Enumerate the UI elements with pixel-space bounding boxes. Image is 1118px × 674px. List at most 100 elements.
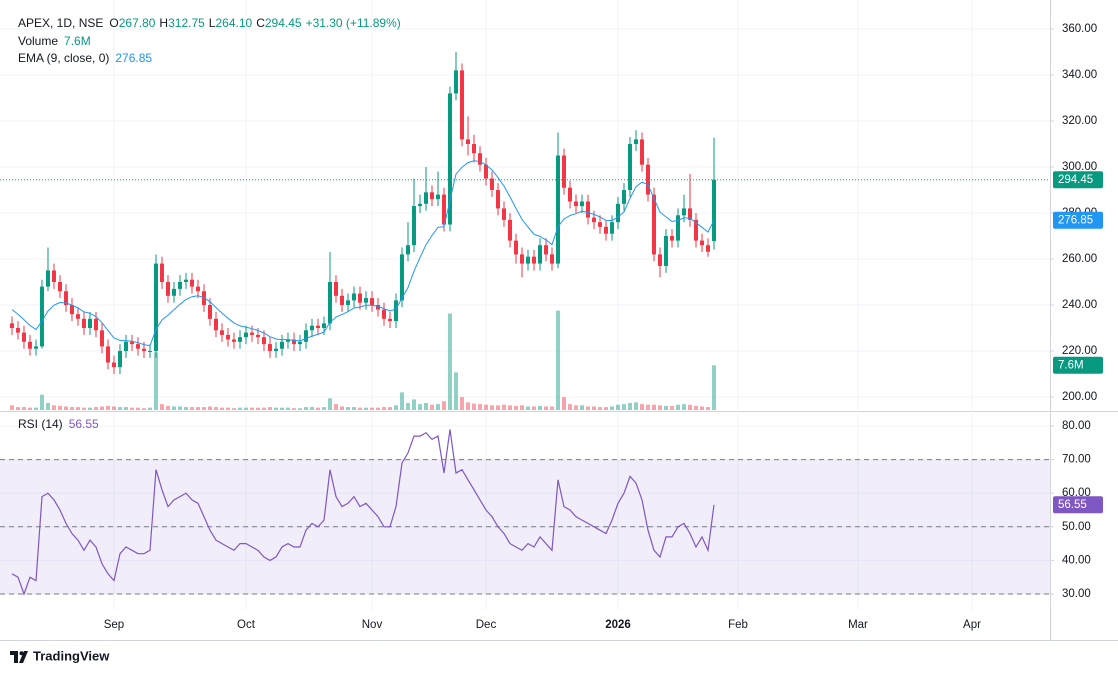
- volume-bar: [195, 407, 200, 410]
- volume-bar: [93, 407, 98, 410]
- volume-bar: [237, 407, 242, 410]
- volume-bar: [207, 406, 212, 410]
- candle-body: [189, 279, 194, 287]
- volume-bar: [435, 404, 440, 410]
- candle-body: [141, 348, 146, 352]
- candle-body: [99, 330, 104, 347]
- volume-bar: [9, 405, 14, 410]
- volume-bar: [657, 405, 662, 410]
- candle-body: [339, 295, 344, 306]
- candle-body: [207, 305, 212, 319]
- candle-body: [69, 305, 74, 315]
- candle-body: [573, 201, 578, 207]
- volume-bar: [261, 407, 266, 410]
- volume-bar: [219, 407, 224, 410]
- candle-body: [429, 192, 434, 200]
- legend-row: APEX, 1D, NSE O267.80 H312.75 L264.10 C294.4…: [18, 16, 401, 30]
- volume-bar: [687, 404, 692, 410]
- legend-row: EMA (9, close, 0) 276.85: [18, 51, 152, 65]
- volume-bar: [441, 401, 446, 410]
- ema-badge: 276.85: [1058, 214, 1093, 226]
- candle-body: [711, 179, 716, 242]
- volume-bar: [615, 404, 620, 410]
- candle-body: [87, 318, 92, 329]
- volume-bar: [45, 402, 50, 410]
- x-tick-label: Dec: [476, 619, 497, 631]
- x-tick-label: Sep: [104, 619, 124, 631]
- volume-bar: [555, 310, 560, 410]
- candle-body: [411, 206, 416, 246]
- volume-bar: [675, 404, 680, 410]
- x-tick-label: Feb: [728, 619, 748, 631]
- candle-body: [459, 70, 464, 140]
- candle-body: [621, 190, 626, 204]
- volume-bar: [585, 406, 590, 410]
- candle-body: [423, 192, 428, 204]
- candle-body: [597, 222, 602, 227]
- volume-bar: [639, 404, 644, 410]
- volume-bar: [711, 365, 716, 410]
- x-tick-label: Nov: [362, 619, 383, 631]
- volume-bar: [531, 406, 536, 410]
- y-tick-label: 40.00: [1062, 554, 1091, 566]
- volume-bar: [105, 405, 110, 410]
- candle-body: [321, 323, 326, 329]
- candle-body: [315, 325, 320, 329]
- volume-bar: [507, 405, 512, 410]
- candle-body: [279, 341, 284, 349]
- volume-bar: [177, 406, 182, 410]
- candle-body: [543, 245, 548, 255]
- candle-body: [285, 339, 290, 342]
- candle-body: [129, 341, 134, 345]
- candle-body: [255, 334, 260, 338]
- ema-value: 276.85: [115, 51, 152, 65]
- candle-body: [549, 254, 554, 264]
- volume-value: 7.6M: [64, 34, 91, 48]
- y-tick-label: 320.00: [1062, 115, 1097, 127]
- symbol: APEX, 1D, NSE: [18, 16, 103, 30]
- candle-body: [39, 286, 44, 347]
- rsi-value: 56.55: [69, 417, 99, 431]
- y-tick-label: 70.00: [1062, 454, 1091, 466]
- volume-bar: [21, 407, 26, 410]
- candle-body: [291, 339, 296, 345]
- candle-body: [603, 226, 608, 234]
- x-tick-label: Apr: [963, 619, 981, 631]
- volume-bar: [345, 407, 350, 410]
- volume-bar: [39, 394, 44, 410]
- candle-body: [75, 314, 80, 319]
- candle-body: [219, 330, 224, 335]
- volume-bar: [597, 407, 602, 410]
- volume-bar: [327, 398, 332, 410]
- volume-badge-bg: [1053, 356, 1103, 374]
- volume-bar: [267, 407, 272, 410]
- volume-bar: [87, 407, 92, 410]
- candle-body: [681, 208, 686, 216]
- volume-bar: [309, 407, 314, 410]
- volume-bar: [561, 397, 566, 410]
- candle-body: [639, 139, 644, 165]
- candle-body: [21, 332, 26, 342]
- volume-bar: [129, 407, 134, 410]
- candle-body: [561, 155, 566, 188]
- candle-body: [663, 236, 668, 266]
- volume-bar: [603, 407, 608, 410]
- candle-body: [585, 201, 590, 218]
- y-tick-label: 220.00: [1062, 345, 1097, 357]
- candle-body: [267, 344, 272, 352]
- candle-body: [441, 194, 446, 225]
- volume-bar: [117, 407, 122, 410]
- volume-bar: [303, 407, 308, 410]
- volume-bar: [27, 407, 32, 410]
- volume-bar: [579, 405, 584, 410]
- volume-bar: [489, 405, 494, 410]
- volume-bar: [363, 407, 368, 410]
- candle-body: [33, 346, 38, 349]
- volume-bar: [369, 407, 374, 410]
- volume-bar: [201, 407, 206, 410]
- volume-bar: [315, 407, 320, 410]
- y-tick-label: 50.00: [1062, 521, 1091, 533]
- candle-body: [165, 282, 170, 296]
- ohlc-key: C: [256, 16, 265, 30]
